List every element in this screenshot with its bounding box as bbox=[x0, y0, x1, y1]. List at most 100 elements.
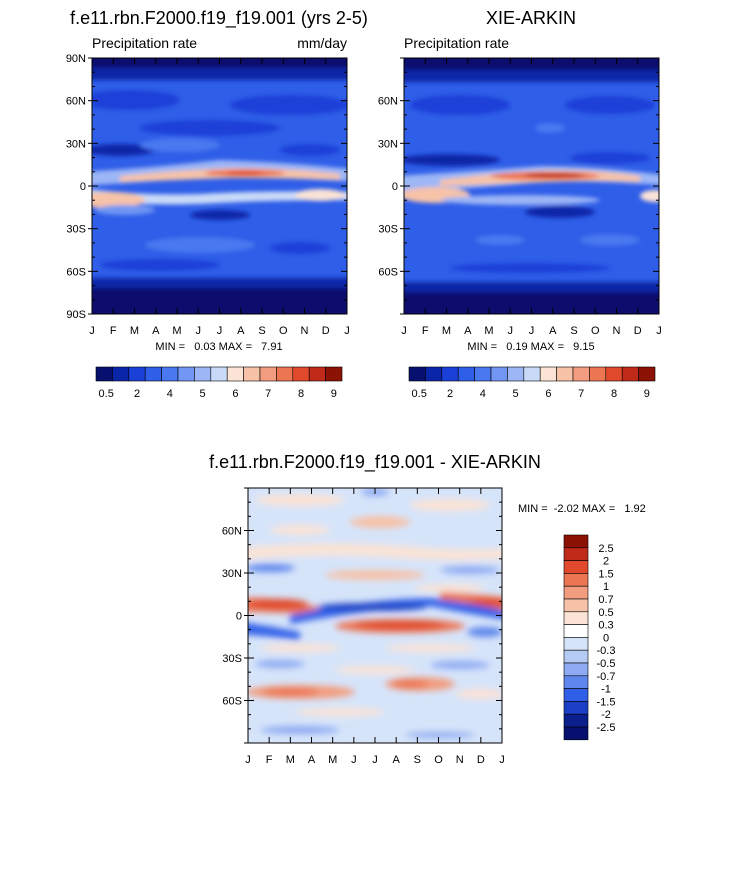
colorbar-swatch bbox=[563, 675, 589, 689]
colorbar-label: 2.5 bbox=[598, 543, 613, 555]
colorbar-swatch bbox=[563, 585, 589, 600]
y-tick-label: 60S bbox=[378, 266, 398, 278]
y-tick-label: 90S bbox=[66, 309, 86, 321]
colorbar-label: 0.5 bbox=[412, 388, 427, 400]
colorbar-swatch bbox=[259, 366, 277, 382]
colorbar-swatch bbox=[441, 366, 459, 382]
colorbar-swatch bbox=[226, 366, 244, 382]
colorbar-label: 4 bbox=[167, 388, 173, 400]
colorbar-swatch bbox=[523, 366, 541, 382]
colorbar-label: 7 bbox=[265, 388, 271, 400]
colorbar-label: -0.5 bbox=[597, 658, 616, 670]
colorbar-swatch bbox=[161, 366, 179, 382]
panel-diff-title: f.e11.rbn.F2000.f19_f19.001 - XIE-ARKIN bbox=[209, 452, 541, 473]
colorbar-label: 9 bbox=[644, 388, 650, 400]
x-tick-label: J bbox=[351, 754, 357, 766]
colorbar-swatch bbox=[563, 560, 589, 574]
y-tick-label: 0 bbox=[80, 181, 86, 193]
colorbar-swatch bbox=[490, 366, 508, 382]
panel-diff: f.e11.rbn.F2000.f19_f19.001 - XIE-ARKIN bbox=[209, 452, 646, 766]
panel-diff-y-labels: 60N 30N 0 30S 60S bbox=[222, 526, 242, 708]
x-tick-label: S bbox=[258, 325, 265, 337]
x-tick-label: M bbox=[442, 325, 451, 337]
colorbar-label: 2 bbox=[447, 388, 453, 400]
x-tick-label: O bbox=[279, 325, 288, 337]
x-tick-label: J bbox=[344, 325, 350, 337]
colorbar-label: -2.5 bbox=[597, 722, 616, 734]
panel-diff-field bbox=[248, 488, 502, 743]
panel-obs: XIE-ARKIN Precipitation rate bbox=[378, 8, 662, 400]
colorbar-swatch bbox=[563, 611, 589, 625]
x-tick-label: N bbox=[301, 325, 309, 337]
y-tick-label: 60S bbox=[222, 696, 242, 708]
colorbar-label: 2 bbox=[134, 388, 140, 400]
x-tick-label: A bbox=[549, 325, 557, 337]
x-tick-label: J bbox=[656, 325, 662, 337]
y-tick-label: 0 bbox=[392, 181, 398, 193]
colorbar-swatch bbox=[563, 662, 589, 677]
colorbar-label: 0.3 bbox=[598, 620, 613, 632]
x-tick-label: J bbox=[372, 754, 378, 766]
colorbar-swatch bbox=[194, 366, 212, 382]
colorbar-label: 1.5 bbox=[598, 568, 613, 580]
colorbar-swatch bbox=[474, 366, 492, 382]
x-tick-label: J bbox=[508, 325, 514, 337]
colorbar-swatch bbox=[425, 366, 443, 382]
x-tick-label: M bbox=[484, 325, 493, 337]
colorbar-label: -1 bbox=[601, 684, 611, 696]
colorbar-label: 0 bbox=[603, 632, 609, 644]
colorbar-swatch bbox=[589, 366, 607, 382]
colorbar-swatch bbox=[556, 366, 574, 382]
y-tick-label: 30S bbox=[66, 224, 86, 236]
colorbar-label: 5 bbox=[200, 388, 206, 400]
x-tick-label: J bbox=[245, 754, 251, 766]
colorbar-label: 2 bbox=[603, 556, 609, 568]
colorbar-swatch bbox=[243, 366, 261, 382]
y-tick-label: 60S bbox=[66, 266, 86, 278]
x-tick-label: J bbox=[499, 754, 505, 766]
x-tick-label: M bbox=[286, 754, 295, 766]
colorbar-swatch bbox=[563, 573, 589, 587]
colorbar-label: -0.7 bbox=[597, 671, 616, 683]
panel-obs-ticks bbox=[400, 57, 660, 315]
x-tick-label: J bbox=[196, 325, 202, 337]
colorbar-swatch bbox=[572, 366, 590, 382]
x-tick-label: J bbox=[217, 325, 223, 337]
panel-model-stats: MIN = 0.03 MAX = 7.91 bbox=[155, 341, 282, 353]
colorbar-swatch bbox=[638, 366, 656, 382]
y-tick-label: 30S bbox=[222, 653, 242, 665]
colorbar-swatch bbox=[563, 713, 589, 728]
colorbar-swatch bbox=[563, 701, 589, 715]
colorbar-swatch bbox=[563, 649, 589, 664]
colorbar-label: -1.5 bbox=[597, 696, 616, 708]
colorbar-label: 9 bbox=[331, 388, 337, 400]
x-tick-label: A bbox=[237, 325, 245, 337]
colorbar-label: 8 bbox=[298, 388, 304, 400]
colorbar-swatch bbox=[292, 366, 310, 382]
x-tick-label: F bbox=[110, 325, 117, 337]
x-tick-label: F bbox=[422, 325, 429, 337]
colorbar-swatch bbox=[95, 366, 113, 382]
colorbar-label: 5 bbox=[513, 388, 519, 400]
panel-obs-title: XIE-ARKIN bbox=[486, 8, 576, 28]
panel-model: f.e11.rbn.F2000.f19_f19.001 (yrs 2-5) Pr… bbox=[66, 8, 368, 400]
colorbar-label: -2 bbox=[601, 709, 611, 721]
panel-diff-ticks bbox=[244, 487, 503, 744]
panel-diff-stats: MIN = -2.02 MAX = 1.92 bbox=[518, 503, 646, 515]
colorbar-swatch bbox=[144, 366, 162, 382]
x-tick-label: D bbox=[477, 754, 485, 766]
colorbar-label: 6 bbox=[545, 388, 551, 400]
colorbar-swatch bbox=[128, 366, 146, 382]
panel-model-field bbox=[92, 58, 347, 314]
x-tick-label: D bbox=[634, 325, 642, 337]
x-tick-label: D bbox=[322, 325, 330, 337]
x-tick-label: S bbox=[570, 325, 577, 337]
colorbar-label: 1 bbox=[603, 581, 609, 593]
colorbar-swatch bbox=[539, 366, 557, 382]
x-tick-label: O bbox=[434, 754, 443, 766]
y-tick-label: 60N bbox=[378, 96, 398, 108]
y-tick-label: 0 bbox=[236, 611, 242, 623]
x-tick-label: M bbox=[130, 325, 139, 337]
